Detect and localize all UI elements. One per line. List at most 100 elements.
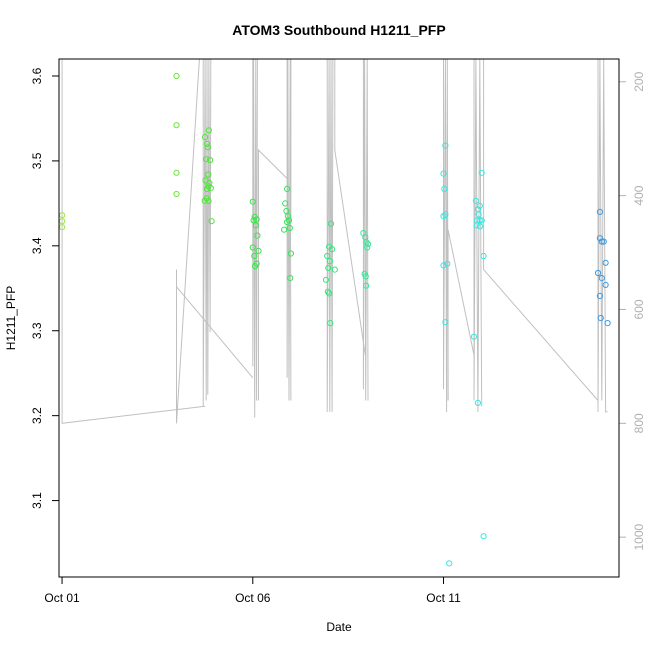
data-point-80 [473, 222, 480, 229]
data-point-8 [203, 140, 211, 147]
y-tick-label-3: 3.4 [30, 237, 44, 254]
data-point-42 [287, 250, 294, 257]
right-tick-label-4: 1000 [632, 523, 646, 550]
data-point-71 [446, 560, 453, 567]
data-point-50 [331, 266, 338, 273]
y-tick-label-0: 3.1 [30, 492, 44, 509]
data-point-67 [440, 213, 447, 220]
data-point-92 [598, 275, 605, 282]
altitude-line-13 [447, 229, 475, 401]
data-point-84 [474, 399, 481, 406]
axes: Oct 01 Oct 06 Oct 11 3.1 3.2 3.3 3.4 3.5 3.6 200 4… [30, 67, 646, 605]
data-point-48 [326, 258, 333, 265]
right-tick-label-1: 400 [632, 185, 646, 205]
data-point-65 [441, 185, 448, 192]
data-point-72 [478, 169, 485, 176]
data-point-96 [604, 320, 611, 327]
y-axis-label: H1211_PFP [4, 286, 18, 350]
data-point-82 [480, 252, 487, 260]
right-tick-label-3: 800 [632, 413, 646, 433]
y-tick-label-1: 3.2 [30, 407, 44, 424]
data-point-6 [173, 190, 180, 198]
altitude-line-5 [252, 58, 258, 418]
altitude-line-16 [597, 58, 608, 413]
y-tick-label-4: 3.5 [30, 152, 44, 169]
chart-title: ATOM3 Southbound H1211_PFP [232, 22, 445, 38]
data-point-13 [205, 171, 212, 178]
data-point-40 [286, 224, 293, 232]
data-point-79 [478, 217, 485, 224]
data-point-11 [203, 156, 210, 163]
data-point-53 [326, 290, 333, 297]
y-tick-label-5: 3.6 [30, 67, 44, 84]
altitude-line-6 [258, 148, 288, 401]
altitude-line-14 [473, 58, 483, 412]
data-point-51 [322, 276, 330, 283]
data-point-12 [207, 157, 214, 164]
data-point-87 [596, 235, 604, 242]
x-tick-label-1: Oct 06 [235, 591, 271, 605]
data-point-54 [327, 320, 334, 327]
data-point-62 [363, 282, 370, 289]
data-point-26 [250, 217, 257, 224]
data-point-9 [205, 127, 212, 134]
data-point-20 [205, 197, 212, 204]
data-point-30 [255, 247, 262, 254]
data-point-37 [284, 213, 291, 220]
x-tick-label-0: Oct 01 [44, 591, 80, 605]
x-tick-label-2: Oct 11 [426, 591, 461, 605]
data-point-78 [476, 217, 483, 224]
data-point-5 [173, 169, 180, 176]
altitude-line-11 [362, 58, 369, 401]
data-point-59 [364, 244, 371, 251]
data-point-93 [602, 281, 609, 288]
data-point-18 [207, 185, 214, 192]
data-point-38 [285, 217, 293, 224]
data-point-52 [324, 288, 331, 295]
plot-frame [58, 58, 620, 578]
data-point-91 [594, 269, 602, 277]
x-axis-label: Date [326, 620, 352, 634]
data-point-74 [476, 202, 483, 209]
altitude-line-10 [334, 59, 366, 356]
data-point-33 [252, 263, 259, 270]
data-point-4 [173, 122, 180, 129]
data-point-21 [201, 197, 208, 204]
data-point-43 [287, 275, 294, 282]
data-point-28 [254, 232, 261, 239]
data-point-69 [440, 262, 447, 269]
data-point-23 [249, 198, 256, 205]
data-point-70 [442, 319, 449, 326]
data-point-89 [600, 238, 607, 245]
data-point-41 [281, 226, 288, 233]
data-point-94 [596, 292, 604, 299]
altitude-line-7 [286, 58, 292, 401]
data-point-10 [204, 144, 211, 151]
data-point-35 [282, 200, 289, 207]
data-point-27 [252, 222, 259, 229]
data-point-46 [329, 246, 336, 253]
data-point-88 [598, 238, 605, 245]
y-tick-label-2: 3.3 [30, 322, 44, 339]
data-point-68 [444, 260, 451, 267]
data-point-25 [253, 216, 260, 223]
altitude-line-9 [326, 58, 334, 412]
altitude-line-3 [176, 286, 254, 379]
data-point-3 [173, 72, 180, 80]
data-point-22 [208, 218, 215, 225]
altitude-line-15 [483, 59, 599, 401]
altitude-line-12 [443, 58, 449, 412]
data-point-39 [284, 218, 291, 226]
data-point-76 [475, 211, 482, 218]
data-point-95 [597, 314, 604, 322]
altitude-line-2 [176, 58, 200, 424]
data-point-58 [364, 241, 372, 248]
data-point-49 [325, 264, 332, 271]
data-point-66 [442, 211, 449, 218]
data-point-86 [596, 208, 604, 215]
data-point-7 [202, 134, 209, 141]
data-point-31 [251, 252, 258, 260]
data-points [59, 72, 611, 567]
right-tick-label-2: 600 [632, 299, 646, 319]
data-point-64 [440, 170, 447, 177]
